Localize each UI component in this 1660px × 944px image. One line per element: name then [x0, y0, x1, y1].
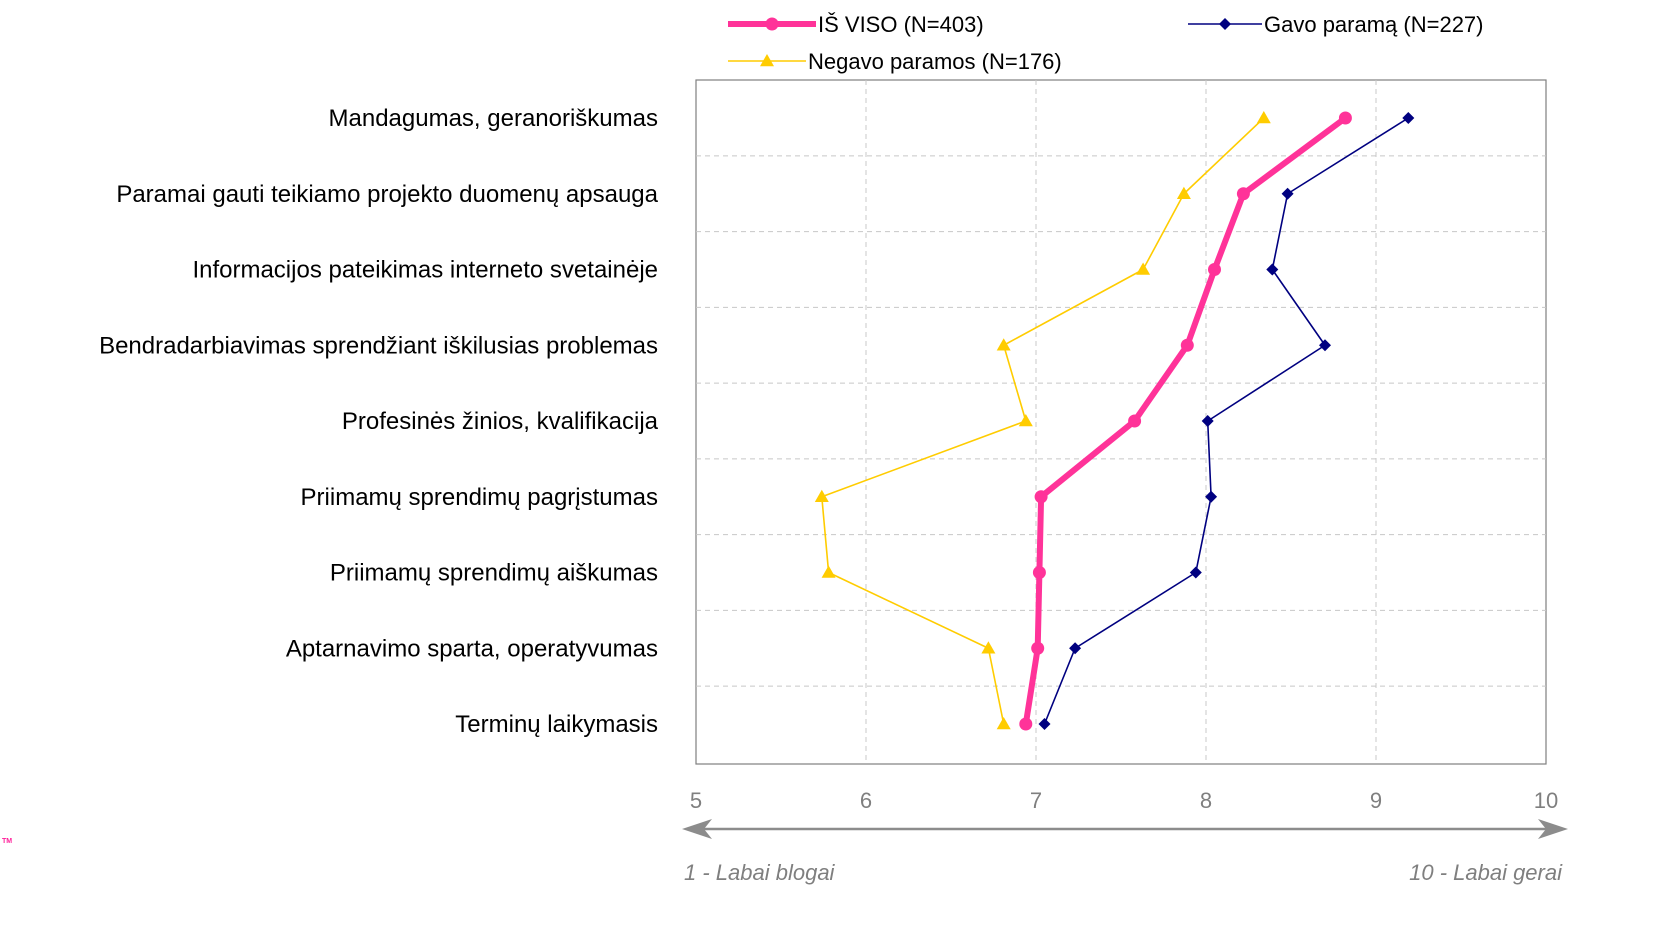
data-point-negavo-paramos-n-176-3: [1136, 262, 1151, 275]
x-tick-label-9: 9: [1370, 788, 1382, 813]
scale-label-right: 10 - Labai gerai: [1409, 860, 1563, 885]
series-layer: [814, 111, 1415, 731]
data-point-is-viso-n-403-1: [1338, 111, 1352, 125]
category-label-priimamu-sprendimu-aiskumas: Priimamų sprendimų aiškumas: [330, 560, 658, 587]
legend-label: Negavo paramos (N=176): [808, 49, 1062, 74]
series-is-viso-n-403: [1019, 111, 1352, 731]
legend-marker: [1219, 18, 1231, 30]
x-tick-label-5: 5: [690, 788, 702, 813]
plot-area: [695, 79, 1547, 765]
logo-mark: TM: [2, 838, 12, 845]
data-point-gavo-parama-n-227-6: [1205, 490, 1218, 503]
category-labels: Mandagumas, geranoriškumas Paramai gauti …: [99, 105, 659, 738]
data-point-negavo-paramos-n-176-2: [1176, 186, 1191, 199]
data-point-negavo-paramos-n-176-4: [996, 338, 1011, 351]
data-point-is-viso-n-403-4: [1180, 338, 1194, 352]
data-point-is-viso-n-403-3: [1208, 263, 1221, 276]
series-negavo-paramos-n-176: [814, 111, 1271, 730]
data-point-is-viso-n-403-6: [1034, 490, 1048, 504]
x-tick-label-6: 6: [860, 788, 872, 813]
data-point-is-viso-n-403-2: [1236, 187, 1250, 201]
legend-marker: [765, 17, 779, 31]
data-point-is-viso-n-403-9: [1019, 717, 1033, 731]
legend: IŠ VISO (N=403) Gavo paramą (N=227) Negavo…: [728, 12, 1484, 74]
legend-marker: [760, 54, 774, 67]
data-point-is-viso-n-403-7: [1032, 566, 1046, 579]
data-point-negavo-paramos-n-176-7: [821, 565, 836, 578]
x-tick-label-8: 8: [1200, 788, 1212, 813]
scale-arrow-right-icon: [1538, 819, 1568, 839]
legend-item-gavo-parama-n-227: Gavo paramą (N=227): [1188, 12, 1484, 37]
data-point-gavo-parama-n-227-3: [1266, 263, 1279, 276]
data-point-gavo-parama-n-227-7: [1189, 566, 1202, 579]
category-label-priimamu-sprendimu-pagristumas: Priimamų sprendimų pagrįstumas: [301, 484, 658, 511]
category-label-bendradarbiavimas-sprendziant-iskilusias-problemas: Bendradarbiavimas sprendžiant iškilusias…: [99, 332, 658, 359]
legend-item-negavo-paramos-n-176: Negavo paramos (N=176): [728, 49, 1062, 74]
data-point-is-viso-n-403-8: [1031, 641, 1045, 655]
data-point-is-viso-n-403-5: [1128, 414, 1142, 428]
category-label-aptarnavimo-sparta-operatyvumas: Aptarnavimo sparta, operatyvumas: [286, 635, 658, 662]
series-gavo-parama-n-227: [1038, 112, 1415, 730]
data-point-gavo-parama-n-227-1: [1402, 112, 1415, 124]
legend-item-is-viso-n-403: IŠ VISO (N=403): [728, 12, 984, 37]
category-label-mandagumas-geranoriskumas: Mandagumas, geranoriškumas: [329, 105, 659, 132]
data-point-gavo-parama-n-227-9: [1038, 718, 1051, 730]
legend-label: Gavo paramą (N=227): [1264, 12, 1484, 37]
legend-label: IŠ VISO (N=403): [818, 12, 984, 37]
x-tick-label-10: 10: [1534, 788, 1558, 813]
scale-axis: 1 - Labai blogai 10 - Labai gerai: [682, 819, 1568, 885]
category-label-informacijos-pateikimas-interneto-svetaineje: Informacijos pateikimas interneto svetai…: [192, 257, 658, 284]
data-point-negavo-paramos-n-176-9: [996, 717, 1011, 730]
data-point-negavo-paramos-n-176-6: [814, 489, 829, 502]
category-label-paramai-gauti-teikiamo-projekto-duomenu-apsauga: Paramai gauti teikiamo projekto duomenų …: [116, 181, 658, 208]
category-label-terminu-laikymasis: Terminų laikymasis: [455, 711, 658, 738]
category-label-profesines-zinios-kvalifikacija: Profesinės žinios, kvalifikacija: [342, 408, 659, 435]
x-tick-label-7: 7: [1030, 788, 1042, 813]
data-point-gavo-parama-n-227-8: [1069, 642, 1082, 655]
data-point-gavo-parama-n-227-4: [1319, 339, 1331, 352]
data-point-negavo-paramos-n-176-1: [1256, 111, 1271, 124]
x-tick-labels: 5 6 7 8 9 10: [690, 788, 1558, 813]
data-point-negavo-paramos-n-176-8: [981, 641, 996, 654]
data-point-gavo-parama-n-227-2: [1281, 187, 1294, 200]
data-point-gavo-parama-n-227-5: [1201, 415, 1214, 427]
data-point-negavo-paramos-n-176-5: [1018, 414, 1033, 427]
plot-frame: [695, 79, 1547, 765]
scale-label-left: 1 - Labai blogai: [684, 860, 836, 885]
scale-arrow-left-icon: [682, 819, 712, 839]
